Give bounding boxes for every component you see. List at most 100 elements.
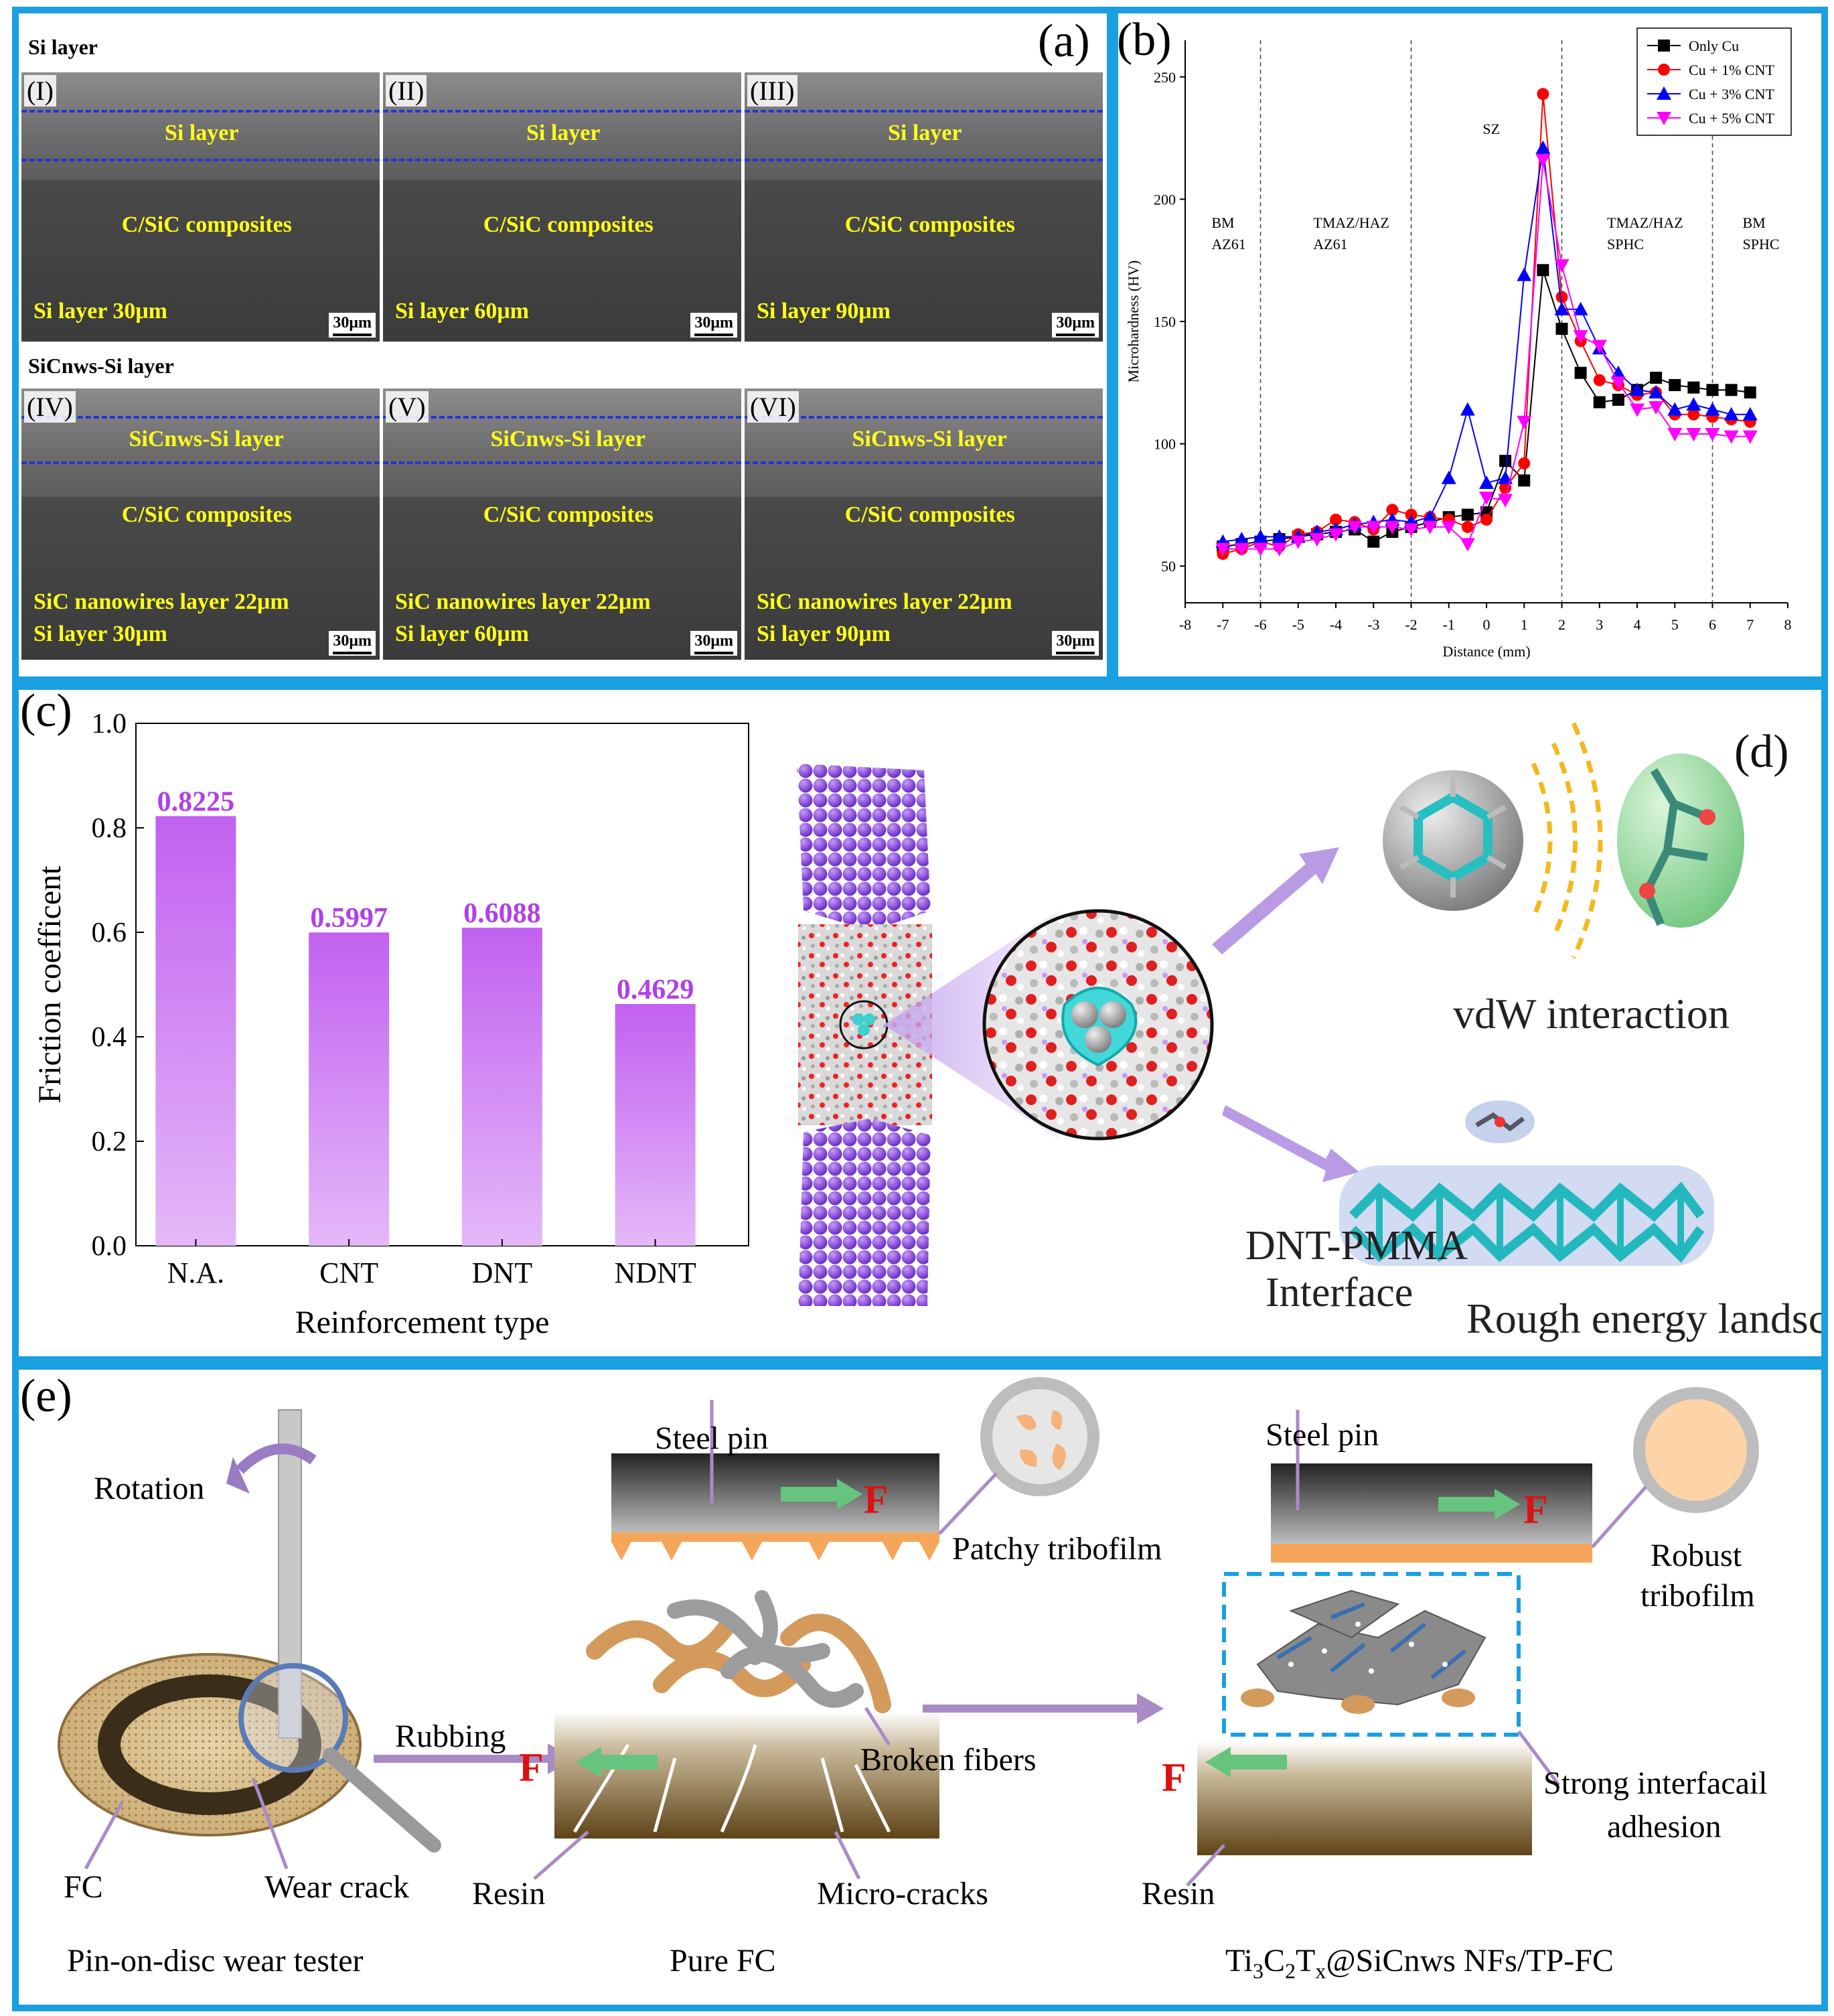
wear-crack-label: Wear crack <box>264 1869 409 1905</box>
sem-roman-label: (III) <box>747 75 797 106</box>
sem-composite-label: C/SiC composites <box>121 212 292 238</box>
region-label: BM <box>1743 214 1766 231</box>
panel-e-illustration <box>58 1377 1759 1887</box>
legend-label: Only Cu <box>1689 38 1739 54</box>
sem-image-4: (IV) SiCnws-Si layer C/SiC composites SiC n… <box>21 388 380 660</box>
dnt-molecule <box>1061 987 1138 1067</box>
region-label: TMAZ/HAZ <box>1313 214 1389 231</box>
sem-roman-label: (V) <box>386 391 429 423</box>
series-3 <box>1215 140 1758 548</box>
sem-roman-label: (II) <box>386 75 427 106</box>
data-point <box>1272 529 1287 543</box>
bar-value-label: 0.4629 <box>617 975 694 1005</box>
y-tick-label: 1.0 <box>92 709 127 739</box>
data-point <box>1403 523 1419 537</box>
chart-legend: Only Cu Cu + 1% CNT Cu + 3% CNT Cu + 5% CNT <box>1636 27 1792 136</box>
sem-layer-label: Si layer <box>165 121 239 146</box>
arrow-to-rough <box>1222 1105 1359 1182</box>
top-metal-slab <box>797 764 931 931</box>
x-tick-label: 3 <box>1596 616 1603 633</box>
robust-label-2: tribofilm <box>1640 1578 1755 1613</box>
scale-bar: 30μm <box>329 631 376 656</box>
data-point <box>1253 529 1268 543</box>
fc-leader <box>84 1800 125 1870</box>
sem-caption-2: Si layer 30μm <box>33 622 167 647</box>
steel-pin-label-1: Steel pin <box>655 1421 769 1456</box>
scale-bar: 30μm <box>329 313 376 338</box>
legend-label: Cu + 3% CNT <box>1689 86 1774 102</box>
y-tick-label: 0.8 <box>92 813 127 844</box>
x-tick-label: N.A. <box>167 1256 225 1289</box>
sem-image-1: (I) Si layer C/SiC composites Si layer 30μm… <box>21 72 380 342</box>
patchy-leader <box>938 1472 998 1535</box>
data-point <box>1480 513 1493 526</box>
sicnws-si-layer-header: SiCnws-Si layer <box>28 354 174 378</box>
region-label-sub: AZ61 <box>1313 236 1347 253</box>
data-point <box>1658 40 1670 52</box>
data-point <box>1744 386 1756 399</box>
data-point <box>1658 64 1670 76</box>
micro-cracks-leader <box>834 1830 861 1880</box>
data-point <box>1460 402 1475 416</box>
data-point <box>1234 532 1249 546</box>
y-tick-label: 0.2 <box>92 1127 127 1157</box>
data-point <box>1479 491 1494 505</box>
steel-pin-label-2: Steel pin <box>1266 1417 1379 1453</box>
data-point <box>1555 291 1568 303</box>
wear-crack-leader <box>251 1778 289 1869</box>
data-point <box>1290 535 1306 549</box>
resin-1-leader <box>533 1830 589 1880</box>
transition-arrow <box>923 1693 1164 1724</box>
bar-value-label: 0.6088 <box>463 898 541 929</box>
interface-highlight-box <box>1222 1572 1521 1737</box>
sem-caption-1: SiC nanowires layer 22μm <box>757 589 1012 614</box>
y-tick-label: 150 <box>1154 313 1176 330</box>
region-label: BM <box>1211 214 1234 231</box>
panel-b-tag: (b) <box>1117 14 1172 66</box>
data-point <box>1537 264 1549 277</box>
panel-b-chart: -8 -7 -6 -5 -4 -3 -2 -1 0 1 2 3 4 5 6 7 8 50 100 150 200 250 D… <box>1125 27 1792 660</box>
data-point <box>1328 528 1343 542</box>
data-point <box>1667 428 1683 441</box>
data-point <box>1686 428 1701 441</box>
data-point <box>1687 381 1700 394</box>
data-point <box>1657 86 1671 100</box>
sem-image-2: (II) Si layer C/SiC composites Si layer 60μ… <box>383 72 741 342</box>
series-2 <box>1217 88 1756 560</box>
small-molecule <box>1465 1100 1535 1143</box>
x-tick-label: -3 <box>1367 616 1379 633</box>
data-point <box>1460 538 1475 552</box>
x-tick-label: -1 <box>1443 616 1455 633</box>
y-tick-label: 100 <box>1154 436 1176 453</box>
region-label-sub: AZ61 <box>1211 236 1245 253</box>
data-point <box>1499 455 1512 467</box>
sem-composite-label: C/SiC composites <box>483 502 654 528</box>
data-point <box>1630 382 1645 397</box>
broken-fibers-leader <box>864 1707 891 1746</box>
pin-on-disc-tester-icon <box>58 1409 441 1853</box>
y-axis-title: Microhardness (HV) <box>1125 261 1142 383</box>
robust-leader <box>1591 1486 1647 1549</box>
x-tick-label: -4 <box>1330 616 1342 633</box>
data-point <box>1669 378 1681 391</box>
vdw-arcs <box>1531 722 1603 959</box>
robust-label-1: Robust <box>1651 1538 1742 1573</box>
y-tick-label: 0.6 <box>92 918 127 948</box>
resin-label-2: Resin <box>1142 1876 1215 1912</box>
y-axis-title: Friction coefficent <box>32 865 68 1104</box>
plot-frame <box>135 723 749 1246</box>
bar-CNT <box>309 932 390 1246</box>
force-label-1: F <box>864 1478 889 1522</box>
data-point <box>1518 457 1531 470</box>
data-point <box>1479 476 1494 490</box>
data-point <box>1555 322 1568 335</box>
patchy-tribofilm-icon <box>980 1377 1099 1496</box>
region-label: TMAZ/HAZ <box>1607 214 1683 231</box>
data-point <box>1498 494 1513 508</box>
x-tick-label: 5 <box>1671 616 1679 633</box>
sem-layer-label: SiCnws-Si layer <box>490 426 645 451</box>
data-point <box>1554 301 1570 315</box>
x-tick-label: 8 <box>1784 616 1792 633</box>
strong-adhesion-leader <box>1517 1730 1560 1786</box>
bar-N.A. <box>155 816 236 1246</box>
